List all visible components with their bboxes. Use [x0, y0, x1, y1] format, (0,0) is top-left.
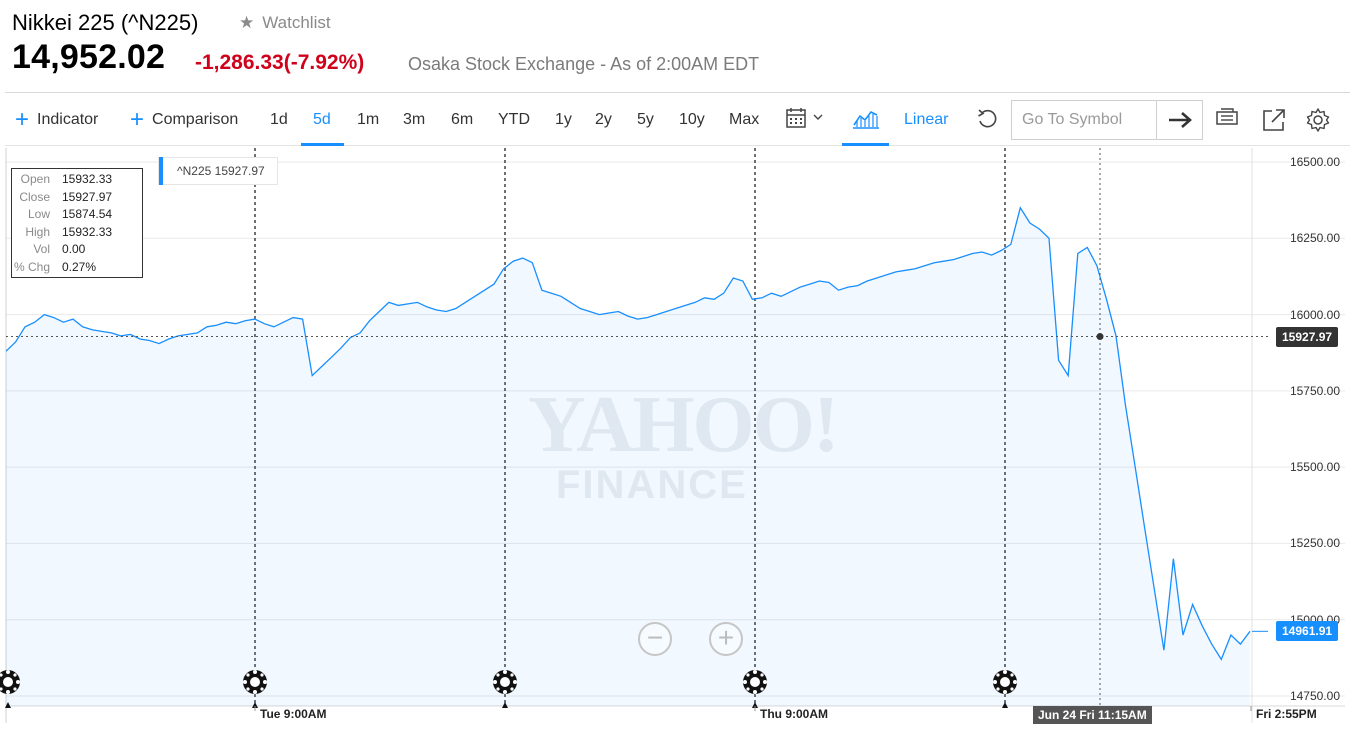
- external-link-icon: [1263, 109, 1285, 131]
- plus-icon: +: [130, 106, 145, 133]
- range-2y[interactable]: 2y: [595, 111, 612, 128]
- tooltip-value: 0.27%: [62, 259, 97, 274]
- tooltip-label: % Chg: [13, 259, 50, 274]
- indicator-label: Indicator: [37, 111, 99, 128]
- tooltip-row-vol: Vol 0.00: [12, 241, 142, 259]
- go-to-symbol-submit[interactable]: [1156, 101, 1202, 139]
- tooltip-label: Open: [20, 172, 50, 186]
- range-5d[interactable]: 5d: [313, 111, 331, 128]
- watchlist-button[interactable]: ★ Watchlist: [239, 13, 331, 33]
- price-change-value: -1,286.33: [195, 51, 284, 74]
- x-tick-label: Thu 9:00AM: [760, 707, 829, 721]
- ohlc-tooltip: Open 15932.33 Close 15927.97 Low 15874.54 H…: [11, 168, 143, 278]
- tooltip-row-pct: % Chg 0.27%: [12, 259, 142, 277]
- gear-icon: [1306, 108, 1330, 132]
- x-tick-label: Jun 24 Fri 11:15AM: [1033, 706, 1152, 724]
- x-tick-label: Tue 9:00AM: [260, 707, 327, 721]
- range-6m[interactable]: 6m: [451, 111, 474, 128]
- series-area: [6, 207, 1250, 707]
- range-max[interactable]: Max: [729, 111, 760, 128]
- watchlist-label: Watchlist: [262, 13, 331, 32]
- series-line: [5, 206, 1251, 661]
- event-marker-icon[interactable]: [993, 670, 1017, 708]
- active-range-indicator: [301, 143, 344, 146]
- settings-button[interactable]: [1305, 107, 1331, 138]
- price-chart[interactable]: YAHOO! FINANCE 16500.00 16250.00 16000.00 1…: [0, 148, 1356, 743]
- tooltip-label: Vol: [33, 242, 50, 256]
- y-tick-label: 15500.00: [1289, 460, 1340, 475]
- last-price-tag: 14961.91: [1276, 621, 1339, 642]
- tooltip-row-close: Close 15927.97: [12, 189, 142, 207]
- range-10y[interactable]: 10y: [679, 111, 705, 128]
- tooltip-row-low: Low 15874.54: [12, 206, 142, 224]
- go-to-symbol-box: [1011, 100, 1203, 140]
- tooltip-value: 15932.33: [62, 224, 113, 239]
- y-tick-label: 16250.00: [1289, 231, 1340, 246]
- star-icon: ★: [239, 13, 255, 32]
- tooltip-value: 15874.54: [62, 207, 113, 221]
- series-color-swatch: [159, 157, 163, 185]
- print-button[interactable]: [1215, 107, 1239, 136]
- range-ytd[interactable]: YTD: [498, 111, 530, 128]
- event-marker-icon[interactable]: [743, 670, 767, 708]
- mountain-chart-icon: [853, 110, 879, 129]
- calendar-icon: [786, 108, 823, 128]
- comparison-label: Comparison: [152, 111, 239, 128]
- watermark-yahoo: YAHOO!: [528, 381, 840, 469]
- event-marker-icon[interactable]: [493, 670, 517, 708]
- series-legend[interactable]: ^N225 15927.97: [158, 157, 278, 185]
- plus-icon: +: [15, 106, 30, 133]
- event-marker-icon[interactable]: [243, 670, 267, 708]
- print-icon: [1216, 108, 1238, 125]
- price-change-percent: (-7.92%): [283, 51, 365, 74]
- reset-button[interactable]: [975, 107, 999, 136]
- scale-linear-button[interactable]: Linear: [904, 111, 949, 128]
- date-range-button[interactable]: [785, 107, 829, 136]
- chart-type-button[interactable]: [851, 107, 881, 136]
- tooltip-label: High: [25, 224, 50, 239]
- crosshair-value-tag: 15927.97: [1276, 326, 1339, 347]
- tooltip-value: 15927.97: [62, 189, 113, 204]
- y-tick-label: 16000.00: [1289, 307, 1340, 322]
- undo-icon: [978, 109, 997, 128]
- y-tick-label: 16500.00: [1289, 155, 1340, 169]
- zoom-out-button[interactable]: −: [638, 622, 672, 656]
- page-title: Nikkei 225 (^N225): [12, 10, 199, 35]
- tooltip-row-high: High 15932.33: [12, 224, 142, 242]
- zoom-in-button[interactable]: +: [709, 622, 743, 656]
- active-chart-type-indicator: [842, 143, 889, 146]
- current-price: 14,952.02: [12, 38, 166, 76]
- crosshair-point: [1096, 333, 1104, 341]
- fullscreen-button[interactable]: [1261, 107, 1287, 138]
- y-tick-label: 14750.00: [1289, 689, 1340, 703]
- tooltip-row-open: Open 15932.33: [12, 171, 142, 189]
- range-5y[interactable]: 5y: [637, 111, 654, 128]
- tooltip-value: 0.00: [62, 242, 86, 256]
- indicator-button[interactable]: + Indicator: [15, 108, 99, 132]
- tooltip-value: 15932.33: [62, 172, 113, 186]
- exchange-info: Osaka Stock Exchange - As of 2:00AM EDT: [408, 54, 760, 74]
- y-tick-label: 15750.00: [1289, 383, 1340, 398]
- y-tick-label: 15250.00: [1289, 536, 1340, 551]
- arrow-right-icon: [1168, 112, 1192, 128]
- watermark-finance: FINANCE: [556, 463, 748, 507]
- tooltip-label: Close: [19, 189, 50, 204]
- event-marker-icon[interactable]: [0, 670, 20, 708]
- price-change: -1,286.33(-7.92%): [195, 51, 364, 75]
- go-to-symbol-input[interactable]: [1012, 101, 1156, 139]
- tooltip-label: Low: [27, 207, 50, 221]
- range-1d[interactable]: 1d: [270, 111, 288, 128]
- range-3m[interactable]: 3m: [403, 111, 426, 128]
- range-1m[interactable]: 1m: [357, 111, 380, 128]
- comparison-button[interactable]: + Comparison: [130, 108, 239, 132]
- chart-canvas: [0, 148, 1345, 723]
- chart-toolbar: + Indicator + Comparison 1d 5d 1m 3m 6m YT…: [5, 92, 1350, 146]
- range-1y[interactable]: 1y: [555, 111, 572, 128]
- x-tick-label: Fri 2:55PM: [1256, 707, 1317, 721]
- series-legend-label: ^N225 15927.97: [177, 164, 265, 178]
